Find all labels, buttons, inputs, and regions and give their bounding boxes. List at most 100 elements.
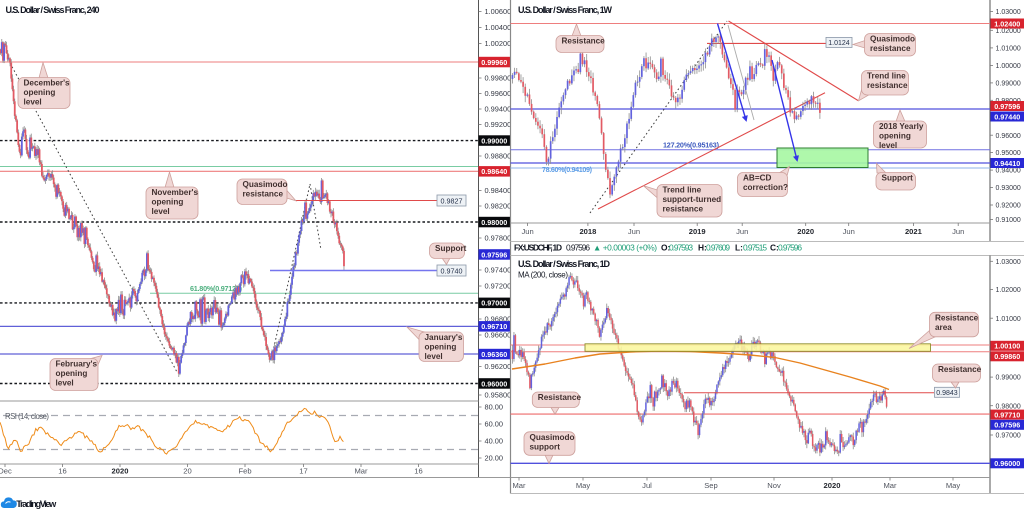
svg-text:O:: O: — [661, 243, 670, 253]
svg-text:0.9827: 0.9827 — [441, 196, 463, 205]
svg-text:0.93000: 0.93000 — [996, 185, 1021, 192]
svg-text:C:: C: — [770, 243, 779, 253]
svg-text:0.98400: 0.98400 — [485, 186, 512, 195]
svg-text:Resistance: Resistance — [935, 313, 979, 322]
svg-text:resistance: resistance — [663, 205, 704, 214]
svg-text:support-turned: support-turned — [663, 195, 722, 204]
svg-text:Mar: Mar — [883, 481, 897, 490]
svg-text:Trend line: Trend line — [663, 186, 702, 195]
svg-text:20.00: 20.00 — [485, 454, 504, 463]
svg-text:May: May — [946, 481, 961, 490]
svg-text:▲ +0.00003 (+0%): ▲ +0.00003 (+0%) — [593, 243, 657, 253]
svg-text:Sep: Sep — [704, 481, 718, 490]
svg-text:1.03000: 1.03000 — [996, 259, 1021, 266]
svg-text:60.00: 60.00 — [485, 420, 504, 429]
svg-text:Mar: Mar — [354, 467, 368, 476]
svg-text:0.97609: 0.97609 — [706, 243, 730, 253]
svg-text:0.97515: 0.97515 — [743, 243, 767, 253]
svg-text:level: level — [56, 379, 74, 388]
svg-text:TradingView: TradingView — [16, 499, 57, 509]
svg-text:2018: 2018 — [579, 227, 596, 236]
svg-text:1.01000: 1.01000 — [996, 316, 1021, 323]
svg-text:2020: 2020 — [112, 467, 129, 476]
svg-text:1.02000: 1.02000 — [996, 287, 1021, 294]
svg-text:Quasimodo: Quasimodo — [243, 180, 288, 189]
svg-text:Support: Support — [435, 244, 467, 253]
svg-text:0.99860: 0.99860 — [994, 352, 1020, 361]
svg-text:area: area — [935, 323, 952, 332]
svg-text:2020: 2020 — [797, 227, 814, 236]
svg-text:resistance: resistance — [243, 190, 284, 199]
svg-text:0.97596: 0.97596 — [566, 243, 590, 253]
svg-text:February's: February's — [56, 360, 98, 369]
svg-text:0.98800: 0.98800 — [485, 152, 512, 161]
svg-text:0.97593: 0.97593 — [669, 243, 693, 253]
svg-text:Jun: Jun — [628, 227, 640, 236]
svg-text:resistance: resistance — [867, 81, 908, 90]
svg-text:Jun: Jun — [952, 227, 964, 236]
svg-text:0.95000: 0.95000 — [996, 150, 1021, 157]
svg-text:0.99800: 0.99800 — [485, 74, 512, 83]
svg-text:2020: 2020 — [824, 481, 841, 490]
svg-text:Trend line: Trend line — [867, 72, 906, 81]
svg-text:Feb: Feb — [238, 467, 251, 476]
svg-text:resistance: resistance — [870, 44, 911, 53]
svg-text:0.96000: 0.96000 — [996, 133, 1021, 140]
svg-text:level: level — [425, 352, 443, 361]
svg-text:0.99200: 0.99200 — [485, 120, 512, 129]
svg-text:40.00: 40.00 — [485, 437, 504, 446]
svg-text:U.S. Dollar / Swiss Franc, 1W: U.S. Dollar / Swiss Franc, 1W — [518, 5, 613, 15]
svg-text:U.S. Dollar / Swiss Franc, 1D: U.S. Dollar / Swiss Franc, 1D — [518, 259, 611, 269]
svg-text:AB=CD: AB=CD — [743, 174, 772, 183]
svg-text:U.S. Dollar / Swiss Franc, 240: U.S. Dollar / Swiss Franc, 240 — [6, 5, 100, 15]
svg-text:January's: January's — [425, 333, 463, 342]
svg-text:Quasimodo: Quasimodo — [870, 35, 915, 44]
svg-text:Jun: Jun — [843, 227, 855, 236]
svg-text:1.02400: 1.02400 — [994, 19, 1020, 28]
svg-text:0.98000: 0.98000 — [996, 403, 1021, 410]
svg-text:0.92000: 0.92000 — [996, 203, 1021, 210]
svg-text:Dec: Dec — [0, 467, 12, 476]
svg-text:MA (200, close): MA (200, close) — [518, 271, 568, 280]
svg-text:Nov: Nov — [767, 481, 781, 490]
svg-text:16: 16 — [58, 467, 66, 476]
svg-text:0.9843: 0.9843 — [936, 390, 958, 397]
svg-text:78.60%(0.94109): 78.60%(0.94109) — [542, 165, 593, 174]
svg-text:20: 20 — [183, 467, 191, 476]
svg-text:0.98200: 0.98200 — [485, 202, 512, 211]
svg-text:0.97710: 0.97710 — [994, 410, 1020, 419]
svg-text:0.96000: 0.96000 — [994, 459, 1020, 468]
svg-text:0.96360: 0.96360 — [481, 350, 507, 359]
svg-text:Resistance: Resistance — [562, 37, 606, 46]
svg-text:Resistance: Resistance — [938, 365, 982, 374]
svg-text:0.96710: 0.96710 — [481, 322, 507, 331]
svg-text:0.99000: 0.99000 — [481, 136, 507, 145]
svg-text:0.96200: 0.96200 — [485, 362, 512, 371]
svg-text:0.99960: 0.99960 — [481, 58, 507, 67]
svg-text:1.00000: 1.00000 — [996, 63, 1021, 70]
svg-text:0.97200: 0.97200 — [485, 282, 512, 291]
svg-text:127.20%(0.95163): 127.20%(0.95163) — [663, 140, 720, 149]
svg-text:1.01000: 1.01000 — [996, 46, 1021, 53]
svg-text:17: 17 — [299, 467, 307, 476]
svg-text:80.00: 80.00 — [485, 403, 504, 412]
svg-text:0.97596: 0.97596 — [994, 102, 1020, 111]
svg-text:0.97400: 0.97400 — [485, 266, 512, 275]
svg-text:RSI (14, close): RSI (14, close) — [5, 412, 49, 421]
svg-text:level: level — [24, 98, 42, 107]
svg-text:16: 16 — [414, 467, 422, 476]
svg-text:1.0124: 1.0124 — [828, 40, 850, 47]
svg-text:0.96000: 0.96000 — [481, 379, 507, 388]
svg-text:1.00400: 1.00400 — [485, 23, 512, 32]
svg-text:0.97596: 0.97596 — [778, 243, 802, 253]
svg-text:0.99000: 0.99000 — [996, 81, 1021, 88]
svg-text:opening: opening — [879, 132, 911, 141]
svg-text:December's: December's — [24, 79, 71, 88]
svg-text:0.96600: 0.96600 — [485, 331, 512, 340]
svg-text:0.97000: 0.97000 — [481, 299, 507, 308]
svg-text:L:: L: — [735, 243, 743, 253]
svg-text:Quasimodo: Quasimodo — [530, 433, 575, 442]
svg-text:0.94000: 0.94000 — [996, 168, 1021, 175]
svg-text:0.99600: 0.99600 — [485, 89, 512, 98]
svg-text:0.99400: 0.99400 — [485, 105, 512, 114]
